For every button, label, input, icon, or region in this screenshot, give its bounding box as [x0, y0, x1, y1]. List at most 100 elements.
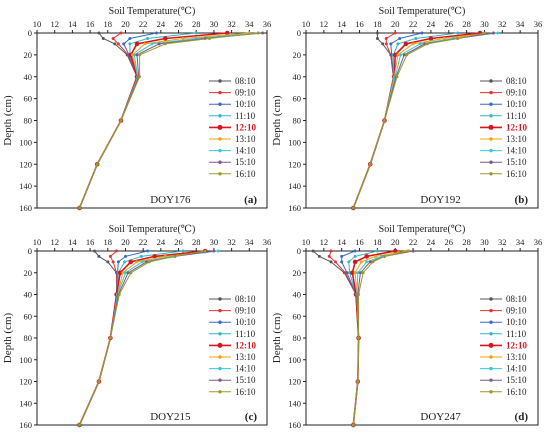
series-line-0810 — [352, 33, 394, 209]
panel-label: (a) — [244, 194, 257, 206]
legend-label: 10:10 — [506, 317, 527, 327]
data-point — [311, 249, 315, 253]
data-point — [353, 271, 357, 275]
data-point — [106, 260, 110, 264]
x-tick-label: 34 — [245, 237, 254, 247]
x-tick-label: 10 — [33, 237, 42, 247]
data-point — [115, 249, 119, 253]
legend-marker — [489, 308, 493, 313]
data-point — [216, 249, 220, 253]
data-point — [329, 249, 333, 253]
legend-marker — [218, 320, 222, 324]
data-point — [381, 42, 385, 46]
y-tick-label: 160 — [288, 420, 301, 430]
data-point — [375, 31, 379, 35]
y-tick-label: 60 — [24, 94, 33, 104]
legend-label: 13:10 — [235, 352, 256, 362]
data-point — [143, 42, 147, 46]
data-point — [124, 254, 127, 258]
data-point — [383, 254, 386, 258]
data-point — [95, 162, 99, 166]
x-tick-label: 18 — [104, 237, 113, 247]
legend-marker — [217, 342, 223, 348]
legend-marker — [218, 355, 222, 359]
doy-annotation: DOY192 — [420, 194, 460, 206]
data-point — [317, 254, 321, 258]
series-line-0810 — [312, 250, 360, 426]
data-point — [116, 42, 120, 46]
legend-label: 08:10 — [235, 294, 256, 304]
legend-label: 11:10 — [506, 111, 527, 121]
legend-label: 14:10 — [506, 364, 527, 374]
y-tick-label: 80 — [24, 116, 33, 126]
plot-frame — [36, 250, 268, 426]
data-point — [140, 260, 144, 264]
data-point — [414, 37, 418, 40]
x-tick-label: 18 — [373, 19, 382, 29]
data-point — [146, 249, 150, 253]
x-tick-label: 24 — [427, 237, 436, 247]
data-point — [456, 37, 460, 40]
data-point — [117, 293, 121, 296]
data-point — [375, 37, 379, 40]
y-tick-label: 120 — [288, 159, 301, 169]
series-line-0910 — [352, 32, 396, 209]
panel-label: (d) — [515, 411, 529, 423]
y-axis-title: Depth (cm) — [271, 312, 283, 363]
data-point — [101, 37, 105, 40]
doy-annotation: DOY176 — [150, 194, 191, 206]
legend-label: 08:10 — [506, 294, 527, 304]
legend-label: 09:10 — [235, 306, 256, 316]
x-tick-label: 12 — [50, 19, 59, 29]
data-point — [496, 31, 500, 35]
x-tick-label: 22 — [409, 237, 418, 247]
y-tick-label: 100 — [288, 137, 301, 147]
x-tick-label: 30 — [480, 19, 489, 29]
data-point — [126, 271, 130, 275]
y-axis-title: Depth (cm) — [2, 95, 14, 146]
legend-label: 15:10 — [506, 375, 527, 385]
x-tick-label: 24 — [157, 19, 166, 29]
legend-label: 11:10 — [235, 111, 256, 121]
x-tick-label: 22 — [139, 19, 148, 29]
legend-marker — [218, 90, 222, 95]
data-point — [111, 260, 115, 264]
series-line-1510 — [79, 250, 214, 426]
data-point — [383, 119, 386, 122]
legend-label: 08:10 — [506, 76, 527, 86]
legend-marker — [218, 332, 222, 336]
legend-marker — [218, 172, 222, 176]
data-point — [212, 249, 216, 253]
chart-panel-3: 10 12 14 16 18 20 22 24 26 28 30 32 34 36 0 20 40 60 80 100… — [2, 224, 271, 430]
data-point — [327, 254, 331, 258]
chart-panel-2: 10 12 14 16 18 20 22 24 26 28 30 32 34 36 0 20 40 60 80 100… — [271, 6, 542, 213]
data-point — [357, 293, 361, 296]
plot-frame — [305, 250, 539, 426]
y-tick-label: 20 — [24, 268, 33, 278]
data-point — [345, 271, 349, 275]
x-tick-label: 34 — [516, 19, 525, 29]
data-point — [194, 31, 198, 35]
legend-marker — [488, 124, 494, 130]
data-point — [108, 336, 112, 340]
y-tick-label: 60 — [24, 311, 33, 321]
y-tick-label: 140 — [19, 398, 32, 408]
data-point — [403, 41, 409, 47]
legend-marker — [218, 102, 222, 106]
legend-label: 16:10 — [506, 387, 527, 397]
data-point — [356, 271, 360, 275]
data-point — [181, 249, 185, 253]
x-tick-label: 28 — [192, 19, 201, 29]
x-tick-label: 14 — [68, 19, 77, 29]
x-tick-label: 32 — [227, 19, 236, 29]
data-point — [456, 31, 460, 35]
data-point — [405, 53, 409, 57]
data-point — [399, 53, 403, 57]
x-tick-label: 16 — [86, 19, 95, 29]
data-point — [384, 37, 388, 40]
legend-label: 13:10 — [235, 134, 256, 144]
x-tick-label: 20 — [391, 19, 400, 29]
data-point — [351, 206, 355, 210]
